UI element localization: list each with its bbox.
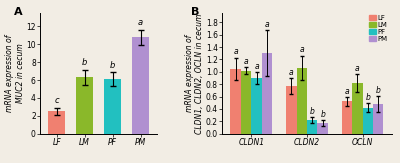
Bar: [76, 77, 93, 134]
Bar: [262, 53, 272, 134]
Text: b: b: [320, 110, 325, 119]
Text: a: a: [233, 47, 238, 56]
Bar: [373, 104, 384, 134]
Text: a: a: [289, 68, 294, 77]
Bar: [342, 102, 352, 134]
Bar: [286, 86, 296, 134]
Bar: [230, 69, 241, 134]
Bar: [307, 120, 318, 134]
Bar: [362, 108, 373, 134]
Bar: [318, 123, 328, 134]
Bar: [251, 78, 262, 134]
Text: a: a: [344, 87, 349, 96]
Text: b: b: [310, 107, 315, 116]
Legend: LF, LM, PF, PM: LF, LM, PF, PM: [369, 14, 388, 43]
Text: a: a: [254, 62, 259, 71]
Text: a: a: [265, 20, 269, 29]
Text: b: b: [110, 61, 115, 70]
Bar: [352, 83, 362, 134]
Text: b: b: [365, 93, 370, 102]
Text: A: A: [14, 7, 23, 17]
Text: a: a: [138, 18, 143, 27]
Bar: [241, 71, 251, 134]
Text: c: c: [54, 96, 59, 105]
Bar: [132, 37, 149, 134]
Text: a: a: [244, 57, 248, 66]
Bar: [296, 68, 307, 134]
Y-axis label: mRNA expression of
CLDN1, CLDN2, OCLN in cecum: mRNA expression of CLDN1, CLDN2, OCLN in…: [185, 13, 204, 133]
Text: b: b: [376, 86, 381, 95]
Bar: [104, 79, 121, 134]
Bar: [48, 111, 65, 134]
Y-axis label: mRNA expression of
MUC2 in cecum: mRNA expression of MUC2 in cecum: [6, 35, 25, 112]
Text: b: b: [82, 58, 87, 67]
Text: a: a: [300, 45, 304, 54]
Text: B: B: [191, 7, 200, 17]
Text: a: a: [355, 64, 360, 73]
